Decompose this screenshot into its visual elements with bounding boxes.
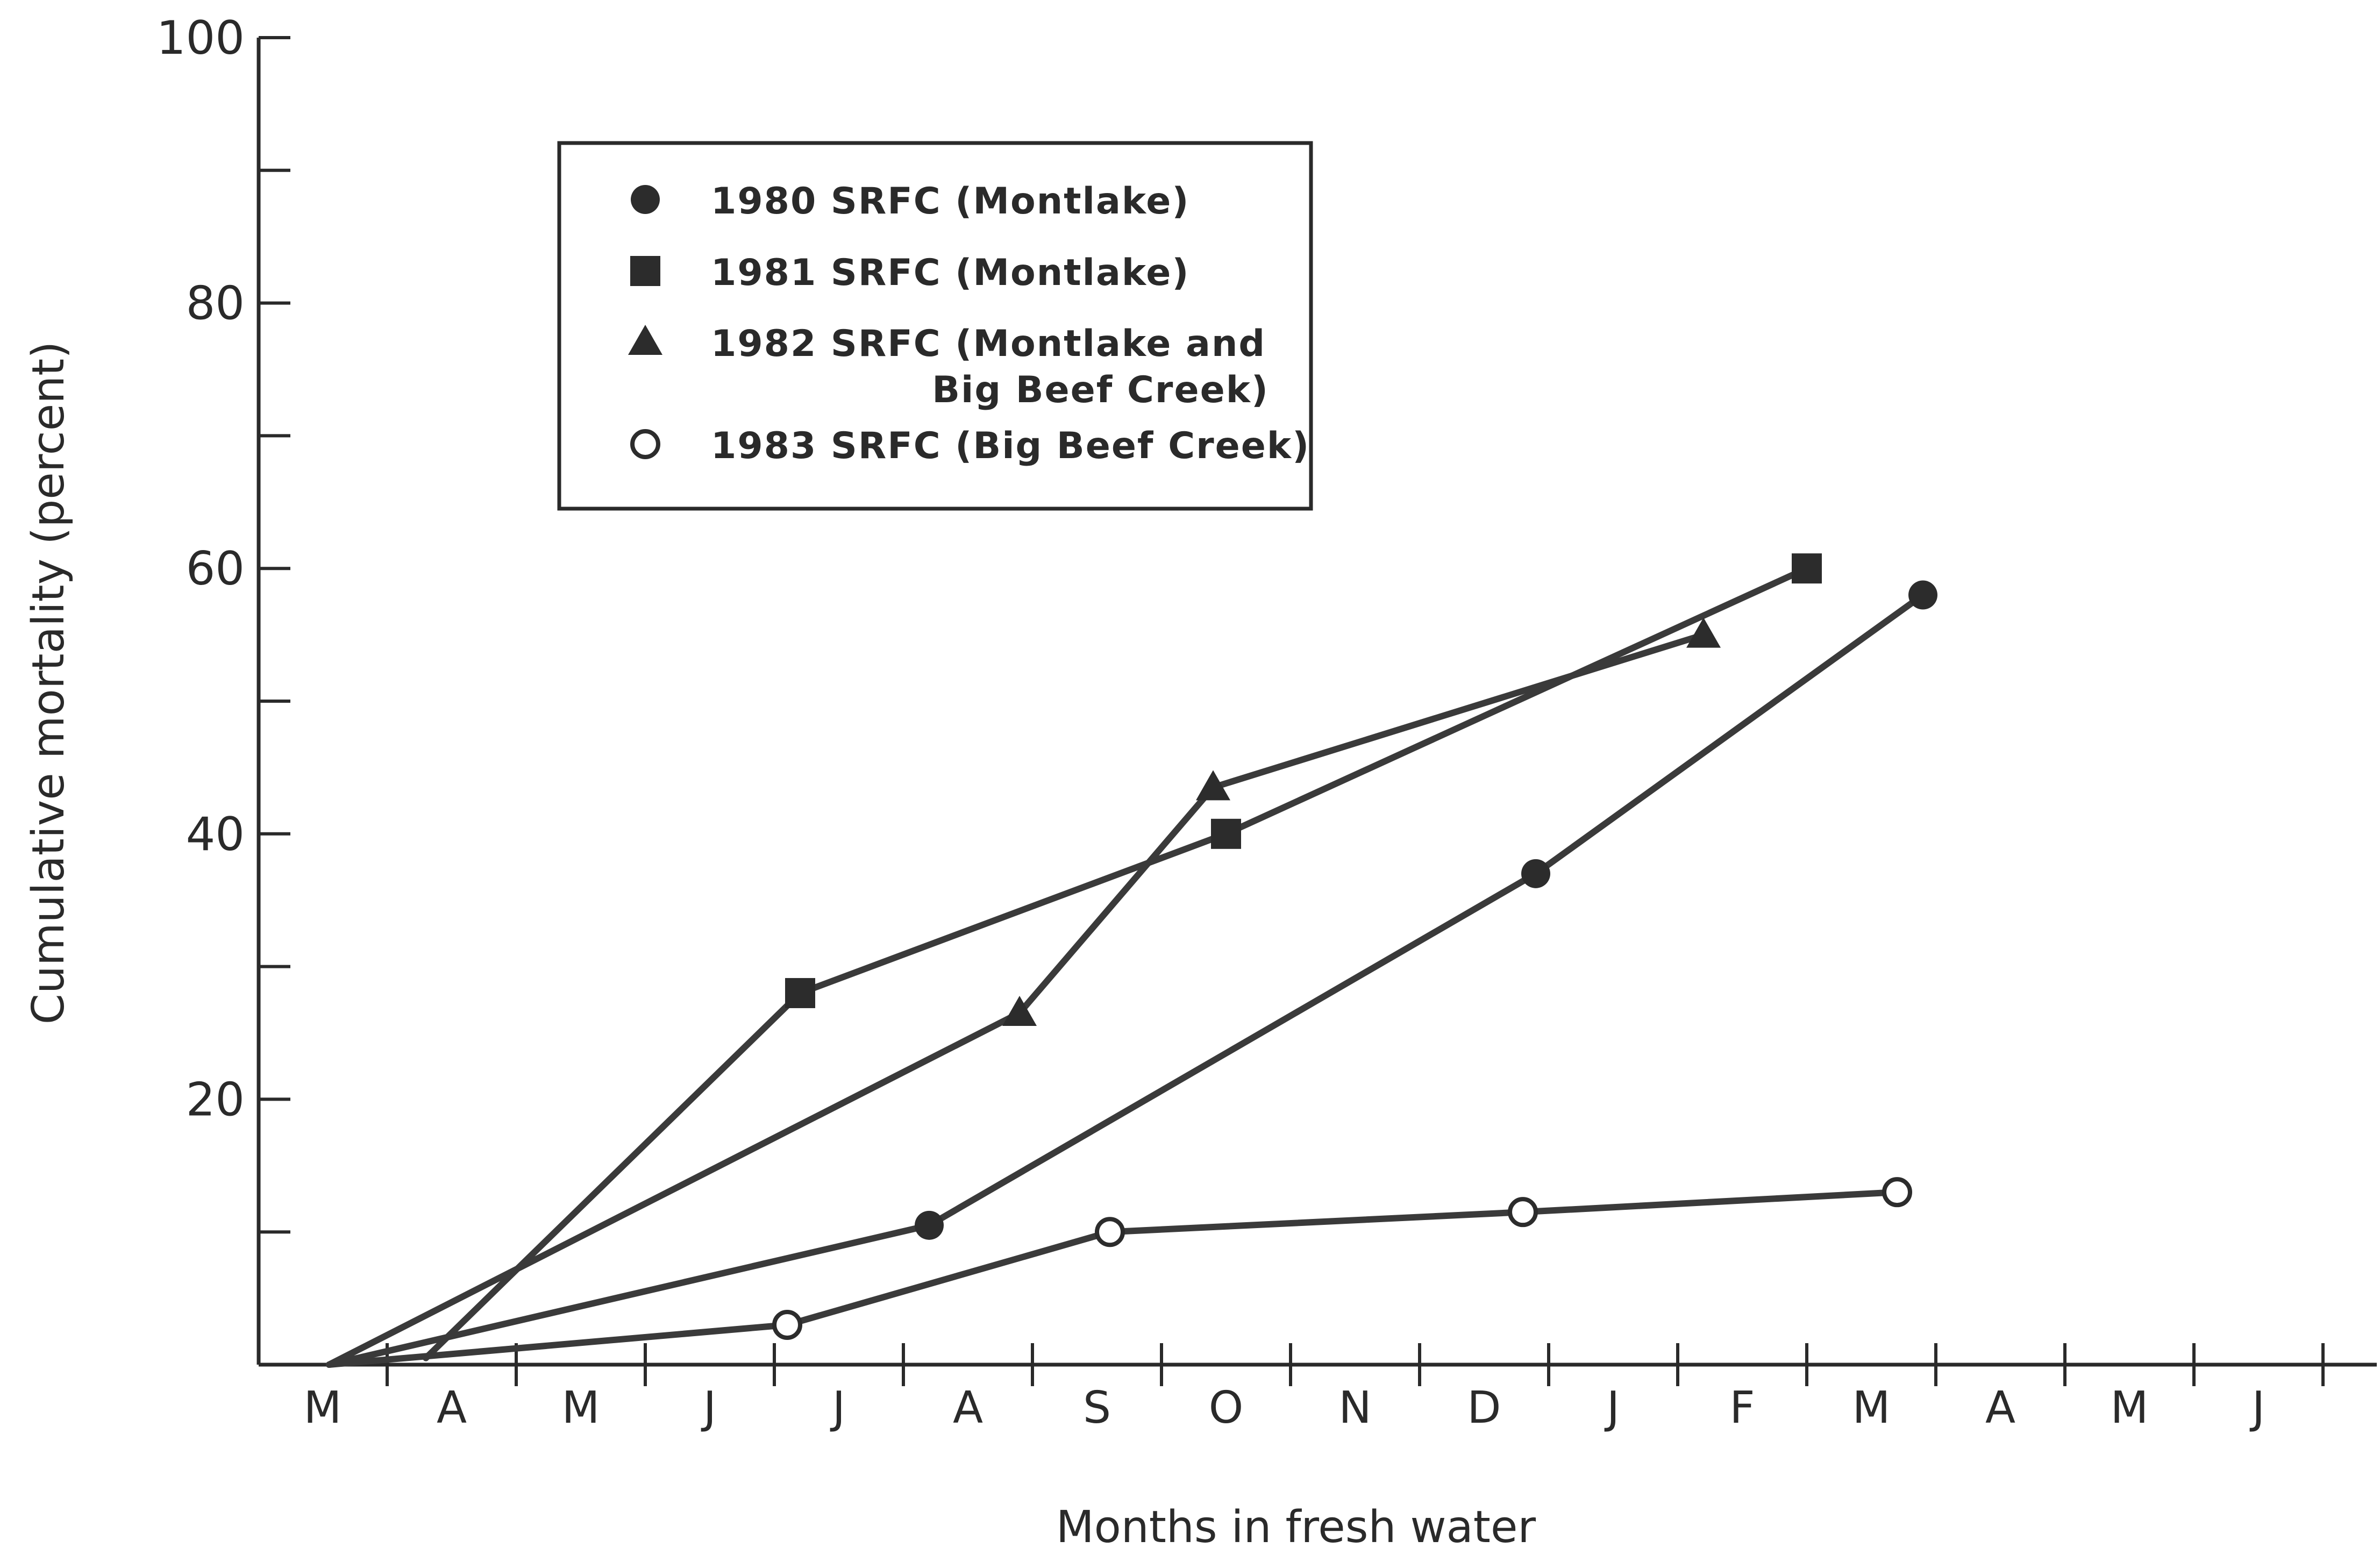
data-point [915,1211,944,1240]
data-point [1792,553,1822,583]
x-tick-label: J [701,1382,716,1433]
x-tick-label: F [1729,1382,1755,1433]
legend-label: 1981 SRFC (Montlake) [711,252,1189,294]
x-tick-label: A [953,1382,983,1433]
data-point [1510,1199,1536,1225]
x-tick-label: D [1467,1382,1501,1433]
legend-item: 1981 SRFC (Montlake) [630,252,1189,294]
legend-item: 1980 SRFC (Montlake) [631,180,1189,223]
series-group [329,553,1937,1365]
x-tick-label: M [304,1382,342,1433]
legend-label: 1980 SRFC (Montlake) [711,180,1189,223]
legend-marker [631,185,660,214]
x-tick-label: M [562,1382,600,1433]
legend-item: 1983 SRFC (Big Beef Creek) [632,425,1310,467]
x-tick-label: J [2249,1382,2265,1433]
y-tick-label: 60 [186,542,245,596]
data-point [785,978,815,1008]
x-tick-label: J [830,1382,845,1433]
y-tick-label: 100 [156,11,245,65]
data-point [1908,581,1937,610]
legend-marker [632,431,658,457]
data-point [1521,859,1550,888]
legend-label: 1982 SRFC (Montlake and [711,323,1266,365]
y-tick-label: 80 [186,277,245,331]
legend-label-line2: Big Beef Creek) [932,369,1269,411]
x-tick-label: J [1604,1382,1620,1433]
data-point [774,1312,800,1338]
y-axis-title: Cumulative mortality (percent) [23,341,74,1025]
legend: 1980 SRFC (Montlake) 1981 SRFC (Montlake)… [559,143,1311,509]
data-point [1211,819,1241,849]
data-point [1884,1179,1910,1205]
x-tick-label: A [437,1382,467,1433]
y-ticks: 20 40 60 80 100 [156,11,290,1232]
data-point [1097,1219,1123,1245]
x-tick-label: N [1338,1382,1371,1433]
y-tick-label: 40 [186,808,245,861]
x-tick-label: M [1852,1382,1891,1433]
x-axis-title: Months in fresh water [1056,1502,1536,1553]
x-tick-label: A [1985,1382,2015,1433]
legend-marker [630,256,660,286]
legend-label: 1983 SRFC (Big Beef Creek) [711,425,1310,467]
series-line [329,595,1923,1365]
y-tick-label: 20 [186,1073,245,1126]
x-tick-label: O [1209,1382,1244,1433]
series-1 [329,581,1937,1365]
x-tick-label: M [2111,1382,2149,1433]
series-4 [329,1179,1910,1365]
x-tick-label: S [1083,1382,1111,1433]
